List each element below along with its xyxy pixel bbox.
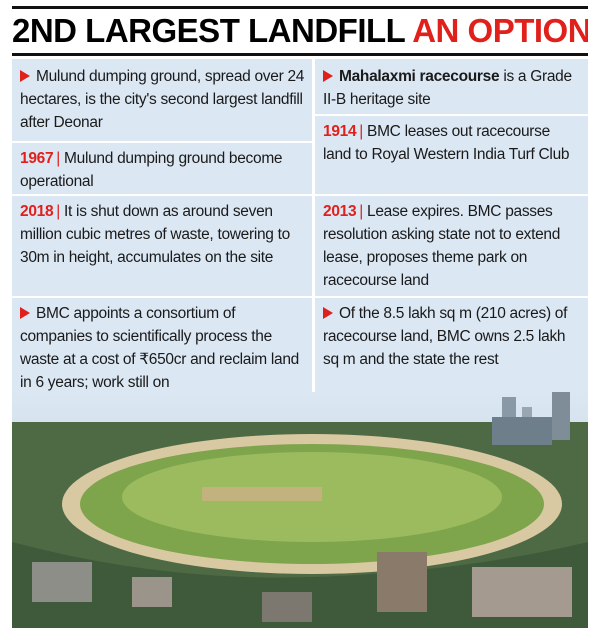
fact-box: Mulund dumping ground, spread over 24 he… [12,61,312,143]
fact-year: 1967 [20,150,54,167]
arrow-icon [20,70,30,82]
fact-bold: Mahalaxmi racecourse [339,68,500,85]
fact-box: Of the 8.5 lakh sq m (210 acres) of race… [315,298,588,398]
arrow-icon [323,70,333,82]
fact-text: Mulund dumping ground, spread over 24 he… [20,68,305,131]
fact-box: BMC appoints a consortium of companies t… [12,298,312,398]
headline-red: AN OPTION? [412,12,588,49]
fact-text: Of the 8.5 lakh sq m (210 acres) of race… [323,305,568,368]
racecourse-photo [12,392,588,628]
fact-text: Mulund dumping ground become operational [20,150,283,190]
fact-text: It is shut down as around seven million … [20,203,290,266]
fact-year: 2013 [323,203,357,220]
fact-text: Lease expires. BMC passes resolution ask… [323,203,561,289]
fact-box: 1967 | Mulund dumping ground become operat… [12,143,312,196]
fact-text: BMC leases out racecourse land to Royal … [323,123,570,163]
fact-year: 1914 [323,123,357,140]
arrow-icon [323,307,333,319]
headline-black: 2ND LARGEST LANDFILL [12,12,405,49]
fact-box: 2013 | Lease expires. BMC passes resolutio… [315,196,588,298]
fact-box: 1914 | BMC leases out racecourse land to R… [315,116,588,196]
headline: 2ND LARGEST LANDFILL AN OPTION? [12,6,588,56]
arrow-icon [20,307,30,319]
fact-box: 2018 | It is shut down as around seven mil… [12,196,312,298]
column-divider [312,59,315,399]
fact-year: 2018 [20,203,54,220]
fact-text: is a Grade II-B heritage site [323,68,572,108]
fact-text: BMC appoints a consortium of companies t… [20,305,299,391]
fact-box: Mahalaxmi racecourse is a Grade II-B her… [315,61,588,116]
